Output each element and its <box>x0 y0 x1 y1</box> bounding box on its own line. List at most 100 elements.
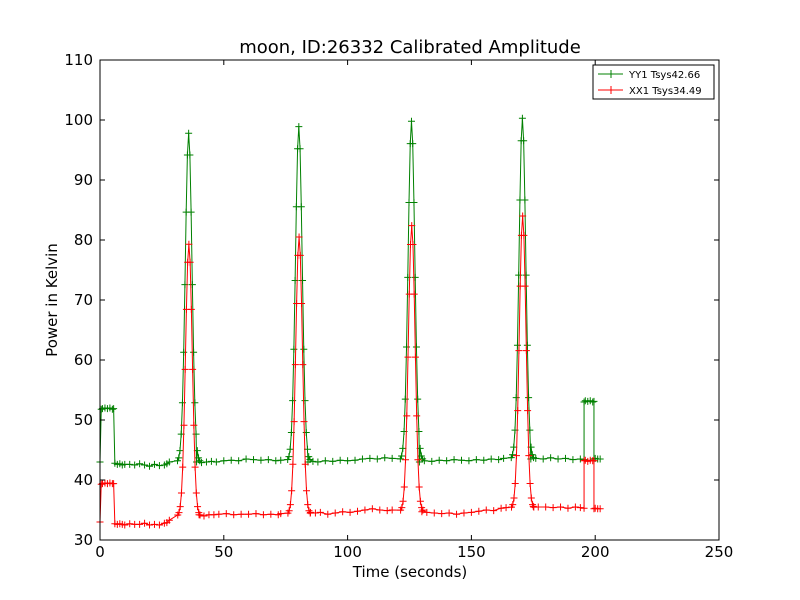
data-point <box>532 454 540 462</box>
y-axis-label: Power in Kelvin <box>43 243 61 357</box>
data-point <box>416 497 424 505</box>
data-point <box>346 508 354 516</box>
data-point <box>146 521 154 529</box>
data-point <box>482 506 490 514</box>
data-point <box>522 271 530 279</box>
data-point <box>291 361 299 369</box>
series-markers-1 <box>96 114 604 470</box>
data-point <box>194 503 202 511</box>
data-point <box>110 405 118 413</box>
data-point <box>277 456 285 464</box>
data-point <box>298 300 306 308</box>
data-point <box>189 365 197 373</box>
data-point <box>402 456 410 464</box>
data-point <box>412 343 420 351</box>
data-point <box>423 508 431 516</box>
data-point <box>514 407 522 415</box>
data-point <box>399 497 407 505</box>
data-point <box>366 454 374 462</box>
data-point <box>383 507 391 515</box>
data-point <box>191 399 199 407</box>
data-point <box>580 504 588 512</box>
data-point <box>207 457 215 465</box>
data-point <box>407 117 415 125</box>
data-point <box>185 129 193 137</box>
data-point <box>141 519 149 527</box>
data-point <box>520 137 528 145</box>
data-point <box>528 451 536 459</box>
data-point <box>512 394 520 402</box>
data-point <box>264 456 272 464</box>
data-point <box>525 394 533 402</box>
data-point <box>388 506 396 514</box>
series-line-1 <box>99 118 601 467</box>
data-point <box>443 457 451 465</box>
data-point <box>259 511 267 519</box>
y-tick-label: 60 <box>74 351 93 369</box>
data-point <box>175 454 183 462</box>
data-point <box>381 454 389 462</box>
data-point <box>510 494 518 502</box>
data-point <box>242 455 250 463</box>
data-point <box>155 521 163 529</box>
data-point <box>187 208 195 216</box>
data-point <box>250 456 258 464</box>
data-point <box>415 428 423 436</box>
data-point <box>408 222 416 230</box>
data-point <box>97 405 105 413</box>
data-point <box>108 405 116 413</box>
data-point <box>150 460 158 468</box>
data-point <box>227 456 235 464</box>
y-tick-label: 100 <box>64 111 93 129</box>
data-point <box>146 462 154 470</box>
data-point <box>210 511 218 519</box>
data-point <box>526 479 534 487</box>
data-point <box>571 503 579 511</box>
y-tick-label: 110 <box>64 51 93 69</box>
series-line-2 <box>99 215 601 526</box>
data-point <box>475 507 483 515</box>
data-point <box>526 426 534 434</box>
data-point <box>358 455 366 463</box>
data-point <box>336 456 344 464</box>
y-tick-label: 90 <box>74 171 93 189</box>
data-point <box>515 347 523 355</box>
data-point <box>527 494 535 502</box>
data-point <box>523 341 531 349</box>
data-point <box>277 510 285 518</box>
data-point <box>177 489 185 497</box>
data-point <box>302 487 310 495</box>
data-point <box>186 151 194 159</box>
data-point <box>414 456 422 464</box>
data-point <box>295 123 303 131</box>
legend-label-2: XX1 Tsys34.49 <box>629 86 702 97</box>
x-tick-label: 200 <box>581 543 610 561</box>
data-point <box>311 509 319 517</box>
data-point <box>97 480 105 488</box>
data-point <box>512 452 520 460</box>
data-point <box>126 460 134 468</box>
data-point <box>497 504 505 512</box>
data-point <box>513 341 521 349</box>
data-point <box>136 460 144 468</box>
data-point <box>141 461 149 469</box>
data-point <box>193 458 201 466</box>
data-point <box>417 452 425 460</box>
data-point <box>165 516 173 524</box>
data-point <box>329 457 337 465</box>
y-tick-label: 40 <box>74 471 93 489</box>
data-point <box>403 343 411 351</box>
chart-title: moon, ID:26332 Calibrated Amplitude <box>239 37 581 58</box>
data-point <box>542 503 550 511</box>
data-point <box>181 365 189 373</box>
data-point <box>569 456 577 464</box>
data-point <box>272 457 280 465</box>
data-point <box>314 458 322 466</box>
data-point <box>519 212 527 220</box>
data-point <box>509 501 517 509</box>
data-point <box>301 460 309 468</box>
data-point <box>400 483 408 491</box>
series-markers-2 <box>96 212 604 529</box>
